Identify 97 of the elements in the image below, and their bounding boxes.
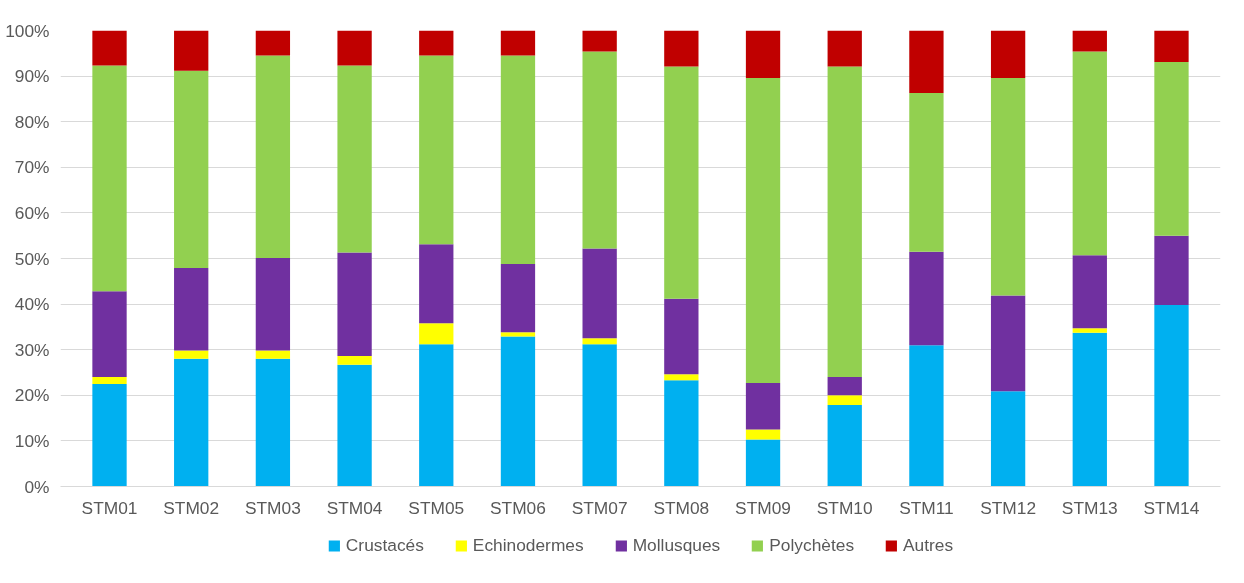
y-tick-label: 10%	[14, 430, 50, 451]
bar	[500, 30, 536, 56]
bar	[174, 268, 209, 351]
bar	[174, 70, 209, 269]
bar	[419, 30, 454, 56]
y-tick-label: 0%	[24, 476, 50, 497]
x-tick-label: STM04	[326, 497, 383, 518]
bar	[1072, 30, 1107, 52]
x-tick-label: STM13	[1061, 497, 1118, 518]
bar	[745, 439, 781, 487]
bar	[664, 30, 699, 67]
bar	[1072, 328, 1107, 333]
y-tick-label: 90%	[14, 66, 50, 87]
y-tick-label: 40%	[14, 294, 50, 315]
y-tick-label: 80%	[14, 111, 50, 132]
bar	[664, 66, 699, 299]
bar	[255, 30, 291, 56]
bar	[1072, 255, 1107, 329]
x-tick-label: STM12	[980, 497, 1037, 518]
bar	[500, 336, 536, 487]
bar	[419, 244, 454, 324]
y-tick-label: 60%	[14, 202, 50, 223]
bar	[337, 30, 372, 66]
x-tick-label: STM11	[899, 497, 954, 518]
y-tick-label: 70%	[14, 157, 50, 178]
bar	[337, 65, 372, 253]
bar	[92, 377, 127, 384]
bar	[1072, 332, 1107, 487]
bar	[827, 30, 862, 67]
bar	[745, 77, 781, 383]
bar	[1154, 61, 1189, 236]
bar	[92, 291, 127, 378]
bar	[174, 358, 209, 487]
bar	[1154, 235, 1189, 306]
bar	[255, 258, 291, 351]
x-tick-label: STM02	[163, 497, 220, 518]
bar	[419, 55, 454, 245]
bar	[419, 323, 454, 345]
bar	[174, 30, 209, 71]
bar	[909, 30, 944, 93]
x-tick-label: STM14	[1143, 497, 1200, 518]
bar	[1154, 305, 1189, 487]
legend-label: Polychètes	[769, 534, 855, 556]
x-tick-label: STM05	[408, 497, 465, 518]
bar	[827, 66, 862, 378]
bar	[92, 30, 127, 66]
bar	[500, 55, 536, 264]
x-tick-label: STM08	[653, 497, 710, 518]
bar	[990, 77, 1026, 296]
bar	[255, 55, 291, 259]
bar	[500, 263, 536, 333]
x-tick-label: STM01	[81, 497, 138, 518]
bar	[337, 356, 372, 365]
bar	[664, 298, 699, 375]
bar	[664, 374, 699, 381]
bar	[582, 338, 617, 345]
bar	[92, 65, 127, 292]
bar	[1072, 51, 1107, 256]
bar	[909, 251, 944, 346]
bar	[337, 364, 372, 487]
bar	[582, 344, 617, 487]
bar	[909, 92, 944, 252]
bar	[990, 391, 1026, 487]
bar	[827, 395, 862, 405]
bar	[582, 30, 617, 52]
bar	[92, 383, 127, 487]
bar	[664, 380, 699, 487]
bar	[827, 377, 862, 396]
bar	[990, 295, 1026, 392]
bar	[827, 404, 862, 487]
bar	[745, 429, 781, 440]
y-tick-label: 30%	[14, 339, 50, 360]
x-tick-label: STM07	[571, 497, 628, 518]
bar	[174, 350, 209, 359]
x-tick-label: STM10	[816, 497, 873, 518]
y-tick-label: 100%	[5, 20, 50, 41]
bar	[255, 358, 291, 487]
bar	[745, 382, 781, 430]
legend-label: Echinodermes	[472, 534, 584, 556]
y-tick-label: 20%	[14, 385, 50, 406]
bar	[582, 51, 617, 249]
legend-label: Crustacés	[345, 534, 424, 556]
bar	[990, 30, 1026, 78]
x-tick-label: STM03	[244, 497, 301, 518]
bar	[255, 350, 291, 359]
legend-label: Autres	[903, 534, 954, 556]
x-tick-label: STM09	[735, 497, 791, 518]
bar	[582, 248, 617, 339]
bar	[419, 344, 454, 487]
bar	[745, 30, 781, 78]
y-tick-label: 50%	[14, 248, 50, 269]
legend-label: Mollusques	[632, 534, 721, 556]
bar	[909, 345, 944, 487]
x-tick-label: STM06	[490, 497, 546, 518]
bar	[1154, 30, 1189, 62]
bar	[500, 332, 536, 337]
bar	[337, 252, 372, 357]
